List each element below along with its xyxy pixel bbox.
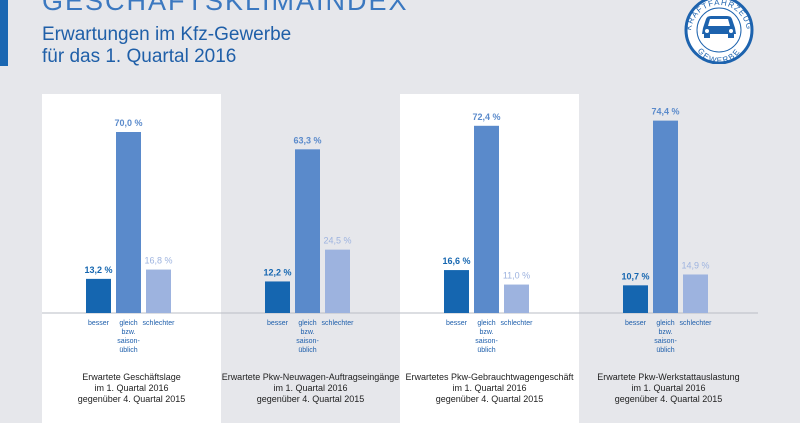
data-label-2-2: 63,3 % — [293, 135, 321, 145]
panel-caption-1: Erwartete Geschäftslage im 1. Quartal 201… — [78, 372, 186, 404]
data-label-3-2: 72,4 % — [472, 112, 500, 122]
category-label-line: gleich — [119, 320, 137, 327]
data-label-2-1: 12,2 % — [263, 267, 291, 277]
panel-caption-line: im 1. Quartal 2016 — [94, 383, 168, 393]
bar-3-2 — [474, 125, 499, 314]
category-label-1-2: gleich bzw. saison-üblich — [117, 320, 140, 354]
bar-2-2 — [295, 149, 320, 313]
data-label-1-2: 70,0 % — [114, 118, 142, 128]
bar-3-1 — [444, 270, 469, 313]
bar-1-2 — [116, 132, 141, 313]
bar-2-1 — [265, 281, 290, 313]
category-label-line: üblich — [119, 347, 137, 354]
panel-caption-line: Erwartete Pkw-Werkstattauslastung — [597, 372, 739, 382]
category-label-line: bzw. — [658, 329, 672, 336]
category-label-line: gleich — [298, 320, 316, 327]
page-subtitle-line2: für das 1. Quartal 2016 — [42, 46, 237, 67]
category-label-1-3: schlechter — [143, 320, 176, 327]
category-label-line: besser — [88, 320, 110, 327]
category-label-line: schlechter — [680, 320, 713, 327]
category-label-line: schlechter — [143, 320, 176, 327]
car-icon — [702, 16, 736, 38]
bar-1-3 — [146, 269, 171, 313]
category-label-3-3: schlechter — [501, 320, 534, 327]
panel-caption-line: Erwartetes Pkw-Gebrauchtwagengeschäft — [405, 372, 574, 382]
category-label-3-1: besser — [446, 320, 468, 327]
category-label-line: saison- — [117, 338, 140, 345]
category-label-line: bzw. — [479, 329, 493, 336]
category-label-line: üblich — [298, 347, 316, 354]
category-label-line: üblich — [477, 347, 495, 354]
category-label-4-3: schlechter — [680, 320, 713, 327]
panel-caption-line: im 1. Quartal 2016 — [273, 383, 347, 393]
data-label-2-3: 24,5 % — [323, 236, 351, 246]
category-label-1-1: besser — [88, 320, 110, 327]
panel-caption-4: Erwartete Pkw-Werkstattauslastung im 1. Q… — [597, 372, 739, 404]
data-label-1-3: 16,8 % — [144, 256, 172, 266]
panel-caption-2: Erwartete Pkw-Neuwagen-Auftragseingänge i… — [222, 372, 400, 404]
bar-4-3 — [683, 274, 708, 313]
category-label-2-3: schlechter — [322, 320, 355, 327]
panel-caption-line: gegenüber 4. Quartal 2015 — [257, 394, 365, 404]
data-label-4-2: 74,4 % — [651, 107, 679, 117]
category-label-2-1: besser — [267, 320, 289, 327]
category-label-line: saison- — [654, 338, 677, 345]
data-label-4-3: 14,9 % — [681, 260, 709, 270]
bar-2-3 — [325, 249, 350, 313]
panel-caption-line: Erwartete Geschäftslage — [82, 372, 181, 382]
data-label-4-1: 10,7 % — [621, 271, 649, 281]
category-label-line: besser — [446, 320, 468, 327]
data-label-3-1: 16,6 % — [442, 256, 470, 266]
category-label-3-2: gleich bzw. saison-üblich — [475, 320, 498, 354]
panel-caption-line: Erwartete Pkw-Neuwagen-Auftragseingänge — [222, 372, 400, 382]
category-label-4-2: gleich bzw. saison-üblich — [654, 320, 677, 354]
category-label-line: bzw. — [121, 329, 135, 336]
panel-caption-line: gegenüber 4. Quartal 2015 — [436, 394, 544, 404]
bar-4-1 — [623, 285, 648, 313]
panel-caption-line: gegenüber 4. Quartal 2015 — [615, 394, 723, 404]
data-label-3-3: 11,0 % — [503, 271, 530, 281]
category-label-line: bzw. — [300, 329, 314, 336]
category-label-2-2: gleich bzw. saison-üblich — [296, 320, 319, 354]
panel-caption-line: gegenüber 4. Quartal 2015 — [78, 394, 186, 404]
page-subtitle-line1: Erwartungen im Kfz-Gewerbe — [42, 24, 292, 45]
page-title: GESCHÄFTSKLIMAINDEX — [42, 0, 409, 16]
category-label-line: gleich — [477, 320, 495, 327]
panel-caption-line: im 1. Quartal 2016 — [631, 383, 705, 393]
data-label-1-1: 13,2 % — [84, 265, 112, 275]
bar-1-1 — [86, 278, 111, 313]
category-label-line: schlechter — [501, 320, 534, 327]
bar-3-3 — [504, 284, 529, 313]
kfz-gewerbe-logo: KRAFTFAHRZEUG GEWERBE — [684, 0, 754, 64]
category-label-line: besser — [267, 320, 289, 327]
category-label-line: gleich — [656, 320, 674, 327]
category-label-line: besser — [625, 320, 647, 327]
panel-caption-line: im 1. Quartal 2016 — [452, 383, 526, 393]
category-label-line: saison- — [296, 338, 319, 345]
panel-caption-3: Erwartetes Pkw-Gebrauchtwagengeschäft im … — [405, 372, 574, 404]
category-label-line: saison- — [475, 338, 498, 345]
header-accent-bar — [0, 0, 8, 66]
category-label-line: üblich — [656, 347, 674, 354]
category-label-line: schlechter — [322, 320, 355, 327]
category-label-4-1: besser — [625, 320, 647, 327]
bar-4-2 — [653, 120, 678, 313]
